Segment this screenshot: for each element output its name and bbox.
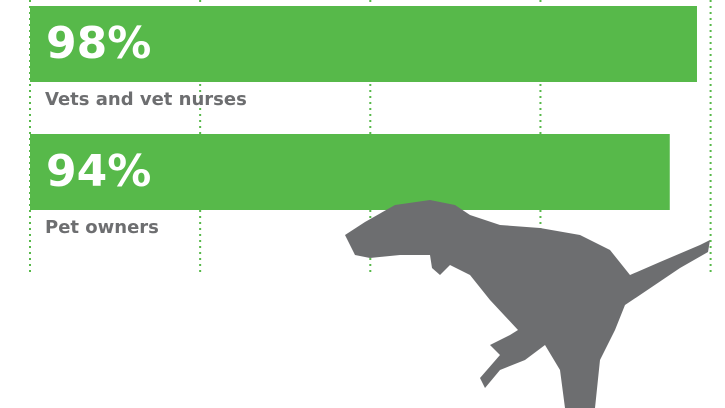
value-label: 94% <box>46 146 151 197</box>
category-label: Pet owners <box>45 217 159 238</box>
bars: 98% Vets and vet nurses 94% Pet owners <box>30 6 697 238</box>
dog-silhouette <box>345 200 710 408</box>
category-label: Vets and vet nurses <box>45 89 247 110</box>
bar <box>30 6 697 82</box>
bar <box>30 134 670 210</box>
value-label: 98% <box>46 18 151 69</box>
